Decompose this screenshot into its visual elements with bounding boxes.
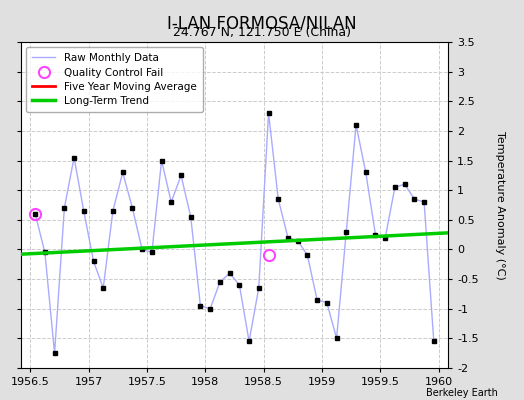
Raw Monthly Data	[217, 280, 223, 284]
Quality Control Fail	[32, 212, 38, 216]
Raw Monthly Data	[431, 339, 437, 344]
Raw Monthly Data	[91, 259, 97, 264]
Y-axis label: Temperature Anomaly (°C): Temperature Anomaly (°C)	[495, 131, 505, 279]
Raw Monthly Data	[275, 197, 281, 202]
Raw Monthly Data	[324, 300, 330, 305]
Raw Monthly Data	[333, 336, 340, 341]
Raw Monthly Data	[372, 232, 378, 237]
Raw Monthly Data	[246, 339, 252, 344]
Raw Monthly Data	[236, 283, 243, 288]
Raw Monthly Data	[110, 208, 116, 213]
Raw Monthly Data	[382, 235, 388, 240]
Raw Monthly Data	[32, 212, 38, 216]
Raw Monthly Data	[139, 247, 145, 252]
Raw Monthly Data	[363, 170, 369, 175]
Raw Monthly Data	[285, 235, 291, 240]
Text: Berkeley Earth: Berkeley Earth	[426, 388, 498, 398]
Raw Monthly Data	[256, 286, 262, 290]
Raw Monthly Data	[314, 298, 320, 302]
Raw Monthly Data	[81, 208, 87, 213]
Quality Control Fail	[266, 253, 272, 258]
Raw Monthly Data	[266, 111, 272, 116]
Raw Monthly Data	[411, 197, 418, 202]
Raw Monthly Data	[188, 214, 194, 219]
Text: 24.767 N, 121.750 E (China): 24.767 N, 121.750 E (China)	[173, 26, 351, 39]
Raw Monthly Data	[294, 238, 301, 243]
Raw Monthly Data	[51, 351, 58, 356]
Raw Monthly Data	[119, 170, 126, 175]
Raw Monthly Data	[149, 250, 155, 255]
Raw Monthly Data	[421, 200, 427, 204]
Raw Monthly Data	[304, 253, 311, 258]
Raw Monthly Data	[401, 182, 408, 187]
Raw Monthly Data	[392, 185, 398, 190]
Raw Monthly Data	[353, 122, 359, 127]
Line: Raw Monthly Data: Raw Monthly Data	[35, 113, 434, 353]
Text: I-LAN FORMOSA/NILAN: I-LAN FORMOSA/NILAN	[167, 14, 357, 32]
Line: Quality Control Fail: Quality Control Fail	[30, 208, 274, 261]
Raw Monthly Data	[207, 306, 213, 311]
Raw Monthly Data	[158, 158, 165, 163]
Raw Monthly Data	[178, 173, 184, 178]
Raw Monthly Data	[168, 200, 174, 204]
Raw Monthly Data	[71, 155, 77, 160]
Raw Monthly Data	[226, 271, 233, 276]
Raw Monthly Data	[100, 286, 106, 290]
Raw Monthly Data	[129, 206, 136, 210]
Raw Monthly Data	[42, 250, 48, 255]
Legend: Raw Monthly Data, Quality Control Fail, Five Year Moving Average, Long-Term Tren: Raw Monthly Data, Quality Control Fail, …	[26, 47, 203, 112]
Raw Monthly Data	[61, 206, 68, 210]
Raw Monthly Data	[197, 303, 203, 308]
Raw Monthly Data	[343, 229, 350, 234]
